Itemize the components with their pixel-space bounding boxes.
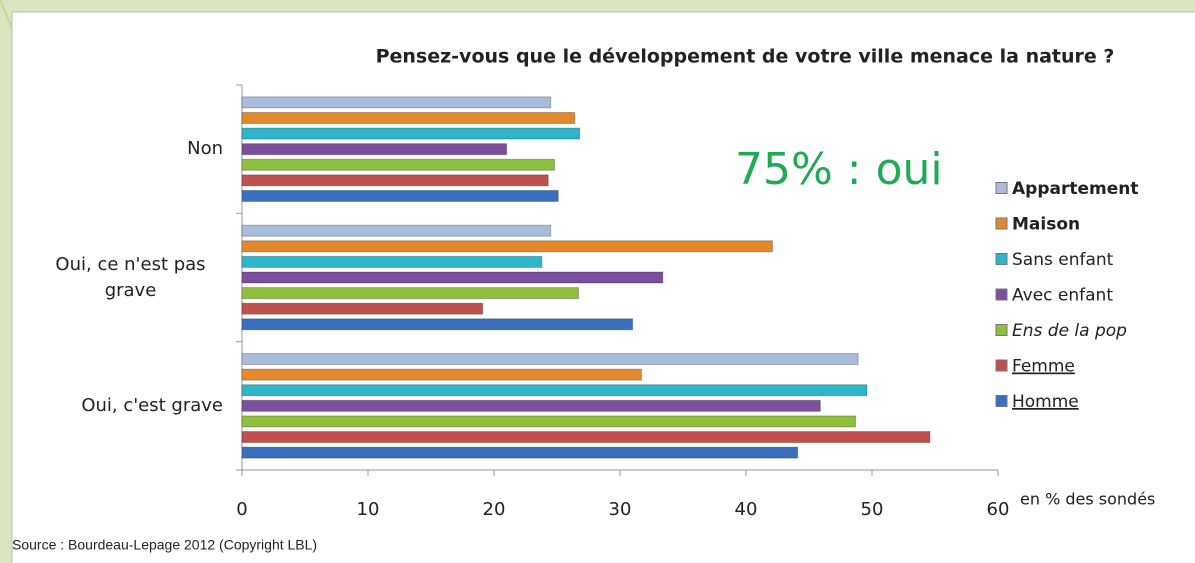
y-tick-label: Non bbox=[33, 123, 223, 175]
bar bbox=[241, 143, 508, 156]
legend-swatch bbox=[995, 324, 1008, 336]
bar bbox=[241, 384, 868, 397]
bar bbox=[241, 224, 552, 237]
legend-swatch bbox=[995, 182, 1008, 194]
y-tick-label: Oui, c'est grave bbox=[33, 380, 223, 432]
bar bbox=[241, 189, 559, 202]
legend-label: Homme bbox=[1012, 392, 1079, 412]
bar bbox=[241, 158, 555, 171]
bar bbox=[241, 240, 773, 253]
chart-title: Pensez-vous que le développement de votr… bbox=[376, 46, 1115, 68]
x-axis-label: en % des sondés bbox=[1020, 490, 1155, 509]
y-tick-text: Non bbox=[187, 138, 223, 160]
legend-label: Femme bbox=[1012, 357, 1075, 377]
annotation: 75% : oui bbox=[735, 144, 943, 195]
legend-label: Sans enfant bbox=[1012, 250, 1114, 270]
y-tick-label: Oui, ce n'est pas grave bbox=[33, 252, 223, 304]
legend-swatch bbox=[995, 217, 1008, 230]
legend-label: Avec enfant bbox=[1012, 286, 1113, 306]
bar bbox=[241, 368, 642, 381]
bar bbox=[241, 174, 549, 187]
x-tick-label: 50 bbox=[861, 499, 884, 520]
x-tick-label: 0 bbox=[236, 499, 247, 520]
source: Source : Bourdeau-Lepage 2012 (Copyright… bbox=[12, 537, 317, 553]
bar bbox=[241, 446, 799, 459]
bar bbox=[241, 255, 543, 268]
bar bbox=[241, 302, 484, 315]
legend-swatch bbox=[995, 288, 1008, 301]
bar bbox=[241, 353, 859, 366]
y-tick-text: Oui, ce n'est pas grave bbox=[55, 253, 206, 301]
bar bbox=[241, 111, 576, 124]
bar bbox=[241, 127, 581, 140]
legend-label: Maison bbox=[1012, 215, 1080, 235]
bar bbox=[241, 415, 857, 428]
x-tick-label: 20 bbox=[483, 499, 506, 520]
legend-label: Appartement bbox=[1012, 179, 1138, 199]
legend-swatch bbox=[995, 253, 1008, 265]
legend-label: Ens de la pop bbox=[1012, 321, 1127, 341]
bar bbox=[241, 318, 634, 331]
y-tick-text: Oui, c'est grave bbox=[81, 394, 223, 416]
bar bbox=[241, 271, 664, 284]
x-tick-label: 40 bbox=[735, 499, 758, 520]
bar bbox=[241, 287, 579, 300]
x-tick-label: 30 bbox=[609, 499, 632, 520]
bar bbox=[241, 431, 931, 444]
legend-swatch bbox=[995, 359, 1008, 372]
bar bbox=[241, 399, 821, 412]
legend-swatch bbox=[995, 395, 1008, 407]
bar bbox=[241, 96, 552, 109]
x-tick-label: 10 bbox=[357, 499, 380, 520]
x-tick-label: 60 bbox=[987, 499, 1010, 520]
